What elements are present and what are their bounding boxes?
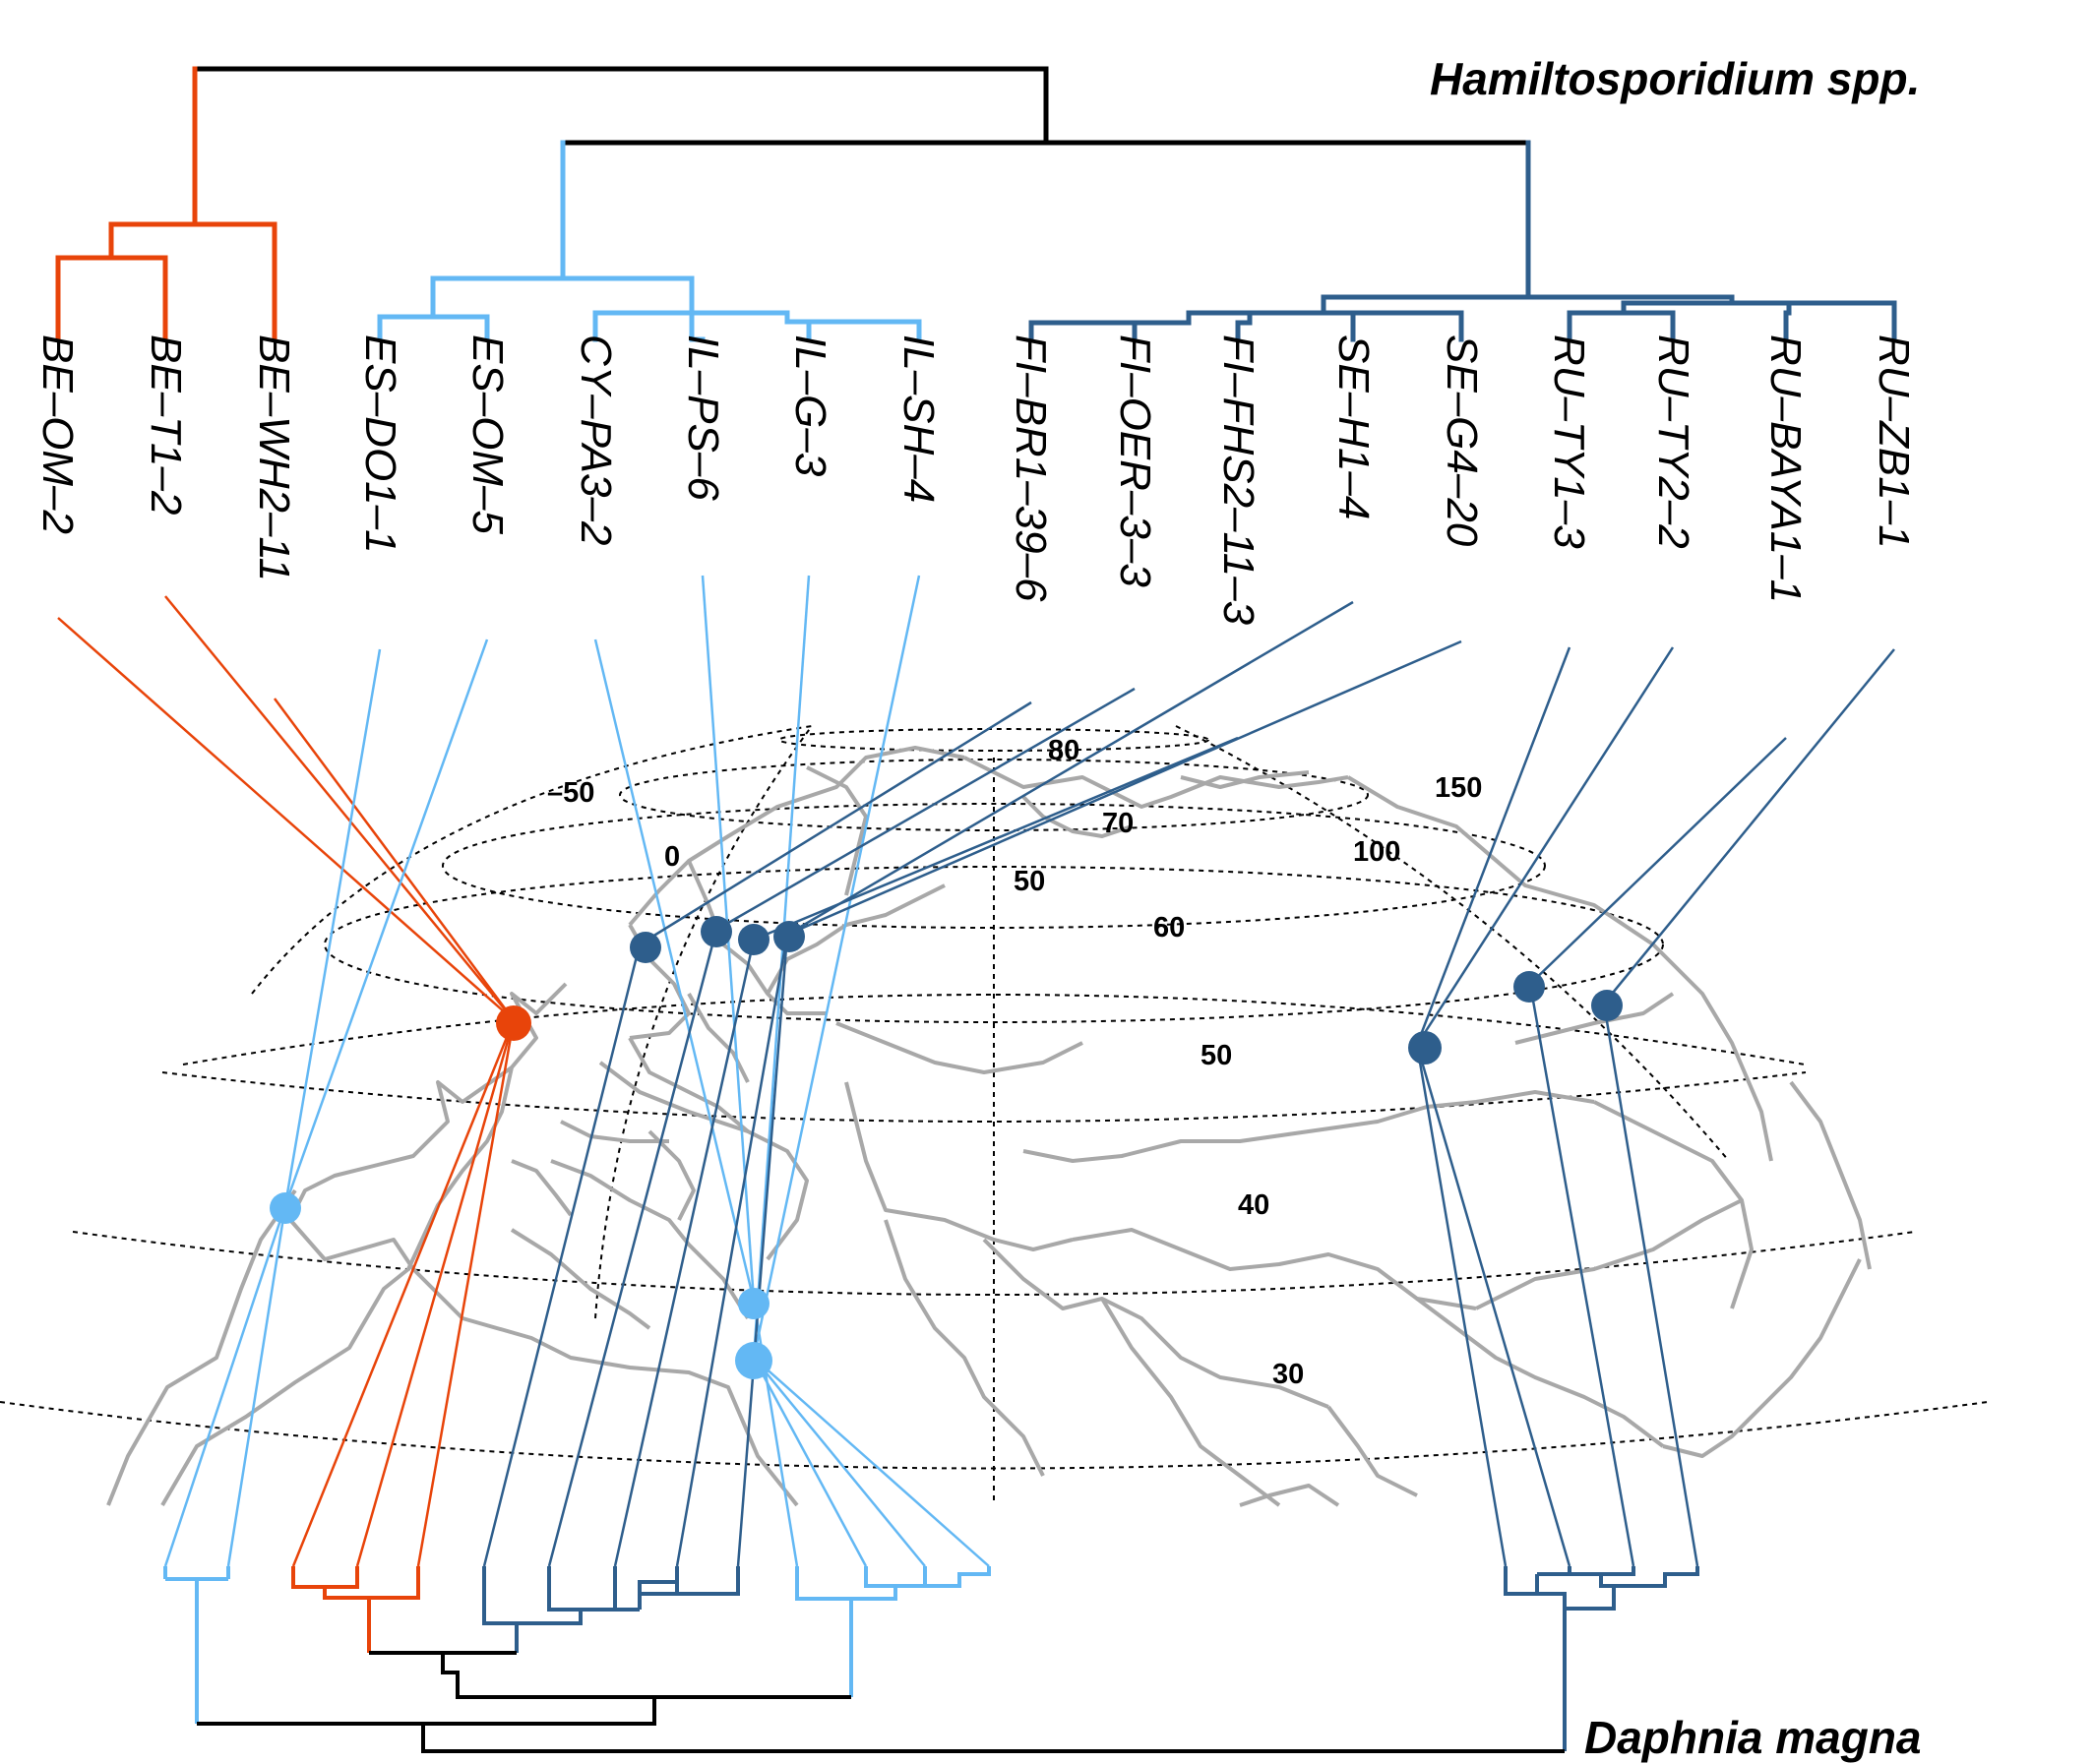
- lat-label-30: 30: [1272, 1359, 1304, 1390]
- lon-label-50: 50: [1014, 866, 1045, 897]
- sampling-point-israel: [735, 1342, 772, 1379]
- host-tree-title: Daphnia magna: [1584, 1712, 1922, 1763]
- isolate-label: FI–FHS2–11–3: [1214, 335, 1263, 626]
- sampling-point-finland-1: [701, 916, 732, 947]
- isolate-label: CY–PA3–2: [572, 335, 620, 545]
- sampling-point-belgium: [496, 1005, 531, 1041]
- sampling-point-finland-3: [773, 921, 805, 952]
- lat-label-80: 80: [1048, 735, 1079, 766]
- map-borders: [106, 746, 1872, 1507]
- isolate-label: BE–OM–2: [33, 335, 82, 534]
- sampling-point-russia-1: [1408, 1031, 1442, 1064]
- isolate-label: RU–BAYA1–1: [1761, 335, 1810, 603]
- lon-label-100: 100: [1353, 836, 1400, 868]
- parasite-tree: [55, 66, 1897, 342]
- isolate-label: ES–DO1–1: [356, 335, 404, 554]
- isolate-label: SE–H1–4: [1329, 335, 1378, 519]
- isolate-label: FI–BR1–39–6: [1007, 335, 1055, 602]
- sampling-point-finland-2: [738, 924, 770, 955]
- parasite-tree-title: Hamiltosporidium spp.: [1430, 53, 1920, 104]
- isolate-label: IL–SH–4: [894, 335, 943, 503]
- lat-label-60: 60: [1153, 912, 1185, 943]
- map-graticule: [0, 725, 1989, 1505]
- lat-label-40: 40: [1238, 1189, 1269, 1221]
- lat-label-70: 70: [1102, 808, 1134, 839]
- isolate-label: BE–T1–2: [142, 335, 190, 515]
- isolate-label: RU–TY2–2: [1649, 335, 1697, 549]
- isolate-label: FI–OER–3–3: [1111, 335, 1159, 587]
- sampling-point-russia-3: [1591, 990, 1623, 1021]
- sampling-points: [270, 916, 1623, 1379]
- lon-label-minus50: –50: [547, 777, 594, 809]
- isolate-label: SE–G4–20: [1438, 335, 1486, 547]
- isolate-label: ES–OM–5: [463, 335, 512, 535]
- isolate-label: BE–WH2–11: [250, 335, 298, 581]
- lon-label-150: 150: [1435, 772, 1482, 804]
- host-tree: [163, 1566, 1699, 1753]
- sampling-point-russia-2: [1513, 971, 1545, 1003]
- isolate-labels: BE–OM–2 BE–T1–2 BE–WH2–11 ES–DO1–1 ES–OM…: [33, 335, 1918, 626]
- sampling-point-spain: [270, 1192, 301, 1224]
- parasite-connectors: [57, 575, 1895, 1359]
- sampling-point-sweden: [630, 932, 661, 963]
- host-connectors: [163, 929, 1699, 1567]
- isolate-label: RU–ZB1–1: [1870, 335, 1918, 549]
- lat-label-50: 50: [1201, 1040, 1232, 1071]
- sampling-point-cyprus: [738, 1288, 770, 1319]
- lon-label-0: 0: [664, 841, 680, 873]
- isolate-label: IL–G–3: [786, 335, 834, 477]
- isolate-label: IL–PS–6: [679, 335, 727, 501]
- isolate-label: RU–TY1–3: [1545, 335, 1593, 549]
